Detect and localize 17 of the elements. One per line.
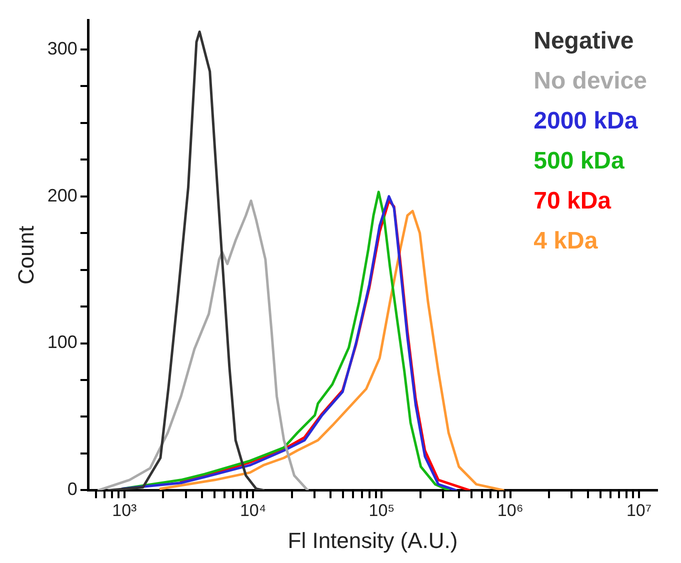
y-tick-label: 200 xyxy=(47,185,78,206)
y-tick-label: 100 xyxy=(47,332,78,352)
text: 2000 kDa xyxy=(534,108,638,135)
y-tick-label: 300 xyxy=(47,38,78,58)
y-tick-label: 0 xyxy=(67,479,78,500)
text: 4 kDa xyxy=(534,228,598,255)
x-tick-label: 10⁷ xyxy=(626,501,652,520)
text: 500 kDa xyxy=(534,148,626,175)
x-tick-label: 10³ xyxy=(112,501,138,520)
text: Negative xyxy=(534,28,634,55)
x-tick-label: 10⁶ xyxy=(497,501,524,520)
x-axis-title: Fl Intensity (A.U.) xyxy=(288,528,458,553)
y-axis-title: Count xyxy=(13,226,38,284)
x-tick-label: 10⁴ xyxy=(240,501,266,520)
text: 70 kDa xyxy=(534,188,612,215)
x-tick-label: 10⁵ xyxy=(368,501,395,520)
text: No device xyxy=(534,68,648,95)
